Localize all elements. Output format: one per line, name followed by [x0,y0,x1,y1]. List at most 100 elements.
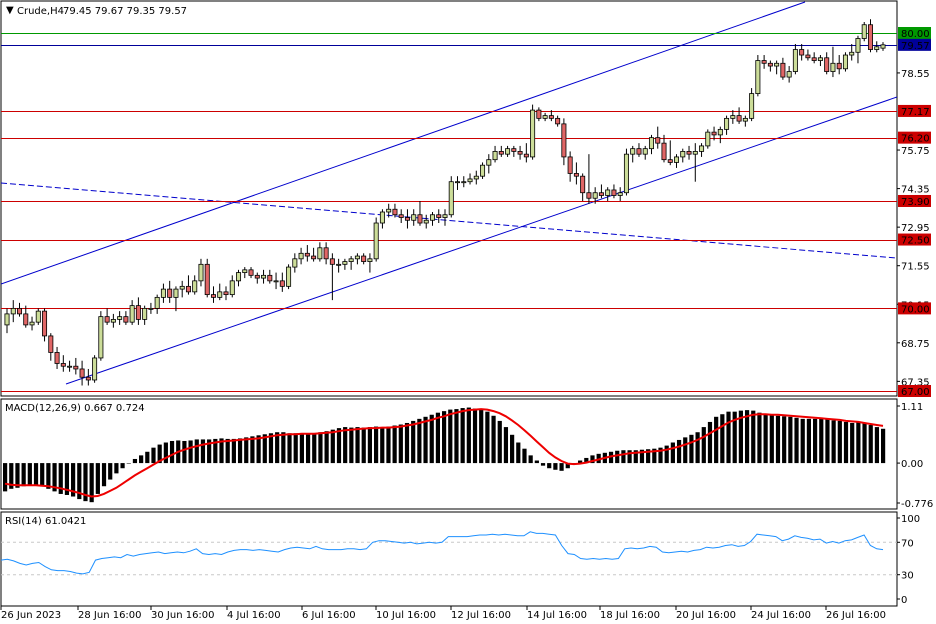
candle [354,253,360,265]
macd-histogram-bar [108,463,113,480]
macd-histogram-bar [336,428,342,464]
macd-histogram-bar [497,420,502,464]
candle [142,305,148,325]
candle-body [530,109,536,158]
candle [655,126,661,149]
candle [279,272,285,292]
candle [530,104,536,160]
symbol-menu-icon[interactable]: ▼ [6,5,14,16]
candle-body [836,62,842,70]
candle [198,258,204,287]
candle-body [867,24,873,50]
candle [824,52,830,75]
candle-body [429,214,435,221]
candle-body [104,316,110,323]
macd-histogram-bar [27,463,32,485]
macd-histogram-bar [330,429,335,464]
macd-histogram-bar [287,433,292,464]
candle [192,275,198,295]
macd-histogram-bar [83,463,88,502]
time-tick-label: 4 Jul 16:00 [227,610,281,621]
macd-tick-label: -0.776 [901,499,933,510]
candle [336,258,342,273]
macd-histogram-bar [386,426,391,464]
candle [48,333,54,361]
candle-body [542,115,548,119]
macd-histogram-bar [429,414,434,464]
macd-histogram-bar [639,449,645,464]
macd-histogram-bar [15,463,20,488]
candle [392,203,398,218]
candle [398,209,404,224]
price-tick-label: 77.17 [901,107,930,118]
candle-body [367,258,373,262]
candle [210,286,216,303]
macd-histogram-bar [534,460,539,464]
candle-body [811,57,817,61]
candle [160,283,166,303]
candle-body [273,280,279,283]
candle-body [680,151,686,158]
time-tick-label: 26 Jun 2023 [1,610,61,621]
candle [505,145,511,157]
candle [173,286,179,312]
candle-body [799,49,805,56]
macd-histogram-bar [578,460,583,464]
rsi-line [0,531,884,575]
candle [35,308,41,325]
macd-histogram-bar [757,412,762,464]
macd-histogram-bar [367,427,373,464]
macd-histogram-bar [806,418,812,464]
candle-body [242,269,248,273]
time-tick-label: 18 Jul 16:00 [600,610,660,621]
macd-histogram-bar [491,415,496,464]
price-tick-label: 72.95 [901,223,930,234]
candle-body [642,148,648,155]
time-tick-label: 24 Jul 16:00 [751,610,811,621]
candle-body [85,376,91,381]
macd-histogram-bar [819,418,824,464]
price-tick-label: 68.75 [901,339,930,350]
candle [373,217,379,262]
macd-histogram-bar [547,463,552,469]
candle [680,148,686,163]
macd-histogram-bar [169,440,175,464]
candle [861,21,867,42]
candle-body [598,192,604,196]
candle-body [555,117,561,125]
price-tick-label: 79.57 [901,41,930,52]
macd-histogram-bar [244,437,249,464]
candle [92,355,98,383]
macd-histogram-bar [676,439,682,464]
candle-body [379,211,385,224]
macd-histogram-bar [472,408,478,464]
candle [311,247,317,262]
candle [342,258,348,270]
macd-histogram-bar [250,436,255,464]
candle [417,200,423,226]
macd-histogram-bar [373,426,379,464]
candle [123,311,129,325]
macd-pane [3,407,886,503]
level-tag-4 [898,131,931,144]
macd-histogram-bar [380,427,385,464]
macd-histogram-bar [9,463,14,489]
candle [492,145,498,163]
candle [23,305,29,328]
macd-histogram-bar [231,438,236,464]
candle-body [436,214,442,218]
candle-body [786,71,792,78]
candle [480,162,486,179]
macd-histogram-bar [720,414,725,464]
macd-histogram-bar [21,463,26,487]
candle-body [536,109,542,119]
candle-body [398,214,404,218]
candle-body [573,173,579,177]
candle-body [348,258,354,262]
candle-body [304,252,310,257]
candle [730,110,736,124]
candle [442,209,448,226]
price-tick-label: 67.00 [901,387,930,398]
candle [548,110,554,122]
